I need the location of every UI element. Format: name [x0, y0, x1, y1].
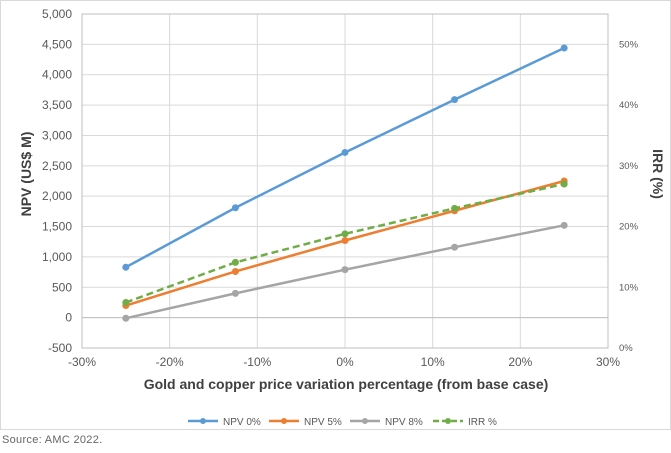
- data-point: [560, 44, 568, 52]
- legend-item: NPV 8%: [350, 417, 423, 428]
- x-tick-label: 20%: [508, 355, 532, 369]
- y2-tick-label: 20%: [619, 222, 639, 233]
- x-tick-label: 0%: [336, 355, 354, 369]
- legend: NPV 0% NPV 5% NPV 8% IRR %: [188, 417, 497, 428]
- series-npv-8: [122, 221, 568, 322]
- data-point: [231, 204, 239, 212]
- data-point: [560, 180, 568, 188]
- data-point: [341, 266, 349, 274]
- data-point: [341, 237, 349, 245]
- y2-tick-label: 0%: [619, 343, 633, 354]
- y-tick-label: 4,000: [42, 68, 72, 82]
- data-point: [451, 243, 459, 251]
- source-note: Source: AMC 2022.: [2, 434, 103, 446]
- y2-axis-tick-labels: 0% 10% 20% 30% 40% 50%: [619, 39, 639, 354]
- y-tick-label: 1,500: [42, 220, 72, 234]
- y-tick-label: 0: [65, 311, 72, 325]
- y2-axis-title: IRR (%): [650, 149, 666, 199]
- legend-swatch-marker: [362, 418, 368, 424]
- y2-tick-label: 30%: [619, 161, 639, 172]
- legend-swatch-marker: [281, 418, 287, 424]
- y-axis-title: NPV (US$ M): [18, 132, 34, 217]
- y-axis-tick-labels: -500 0 500 1,000 1,500 2,000 2,500 3,000 3,500 4,…: [42, 7, 72, 355]
- y-tick-label: 3,000: [42, 128, 72, 142]
- data-point: [341, 230, 349, 238]
- legend-item: NPV 0%: [188, 417, 261, 428]
- x-tick-label: 10%: [421, 355, 445, 369]
- line-chart: -500 0 500 1,000 1,500 2,000 2,500 3,000 3,500 4,…: [18, 7, 666, 428]
- y-tick-label: 1,000: [42, 250, 72, 264]
- data-point: [341, 148, 349, 156]
- legend-label: NPV 8%: [385, 417, 423, 428]
- y-tick-label: 2,000: [42, 189, 72, 203]
- y-tick-label: -500: [48, 341, 72, 355]
- data-point: [231, 267, 239, 275]
- x-tick-label: -20%: [156, 355, 184, 369]
- legend-swatch-marker: [200, 418, 206, 424]
- y2-tick-label: 40%: [619, 100, 639, 111]
- legend-item: NPV 5%: [269, 417, 342, 428]
- data-point: [122, 298, 130, 306]
- y-tick-label: 500: [52, 280, 72, 294]
- chart-frame: -500 0 500 1,000 1,500 2,000 2,500 3,000 3,500 4,…: [0, 0, 671, 430]
- x-axis-tick-labels: -30% -20% -10% 0% 10% 20% 30%: [68, 355, 620, 369]
- y-tick-label: 5,000: [42, 7, 72, 21]
- legend-label: IRR %: [468, 417, 497, 428]
- legend-label: NPV 5%: [304, 417, 342, 428]
- x-tick-label: -10%: [243, 355, 271, 369]
- legend-swatch-marker: [445, 418, 451, 424]
- y2-tick-label: 50%: [619, 39, 639, 50]
- x-tick-label: 30%: [596, 355, 620, 369]
- y-tick-label: 4,500: [42, 37, 72, 51]
- y-tick-label: 3,500: [42, 98, 72, 112]
- series-lines: [122, 44, 568, 322]
- series-irr: [122, 180, 568, 306]
- series-line: [125, 182, 565, 304]
- x-tick-label: -30%: [68, 355, 96, 369]
- data-point: [451, 96, 459, 104]
- series-npv-0: [122, 44, 568, 271]
- x-axis-title: Gold and copper price variation percenta…: [144, 376, 549, 392]
- data-point: [122, 314, 130, 322]
- legend-item: IRR %: [433, 417, 497, 428]
- y-tick-label: 2,500: [42, 159, 72, 173]
- data-point: [122, 263, 130, 271]
- data-point: [451, 204, 459, 212]
- legend-label: NPV 0%: [223, 417, 261, 428]
- data-point: [231, 258, 239, 266]
- data-point: [231, 289, 239, 297]
- y2-tick-label: 10%: [619, 282, 639, 293]
- data-point: [560, 221, 568, 229]
- plot-area-border: [81, 13, 609, 349]
